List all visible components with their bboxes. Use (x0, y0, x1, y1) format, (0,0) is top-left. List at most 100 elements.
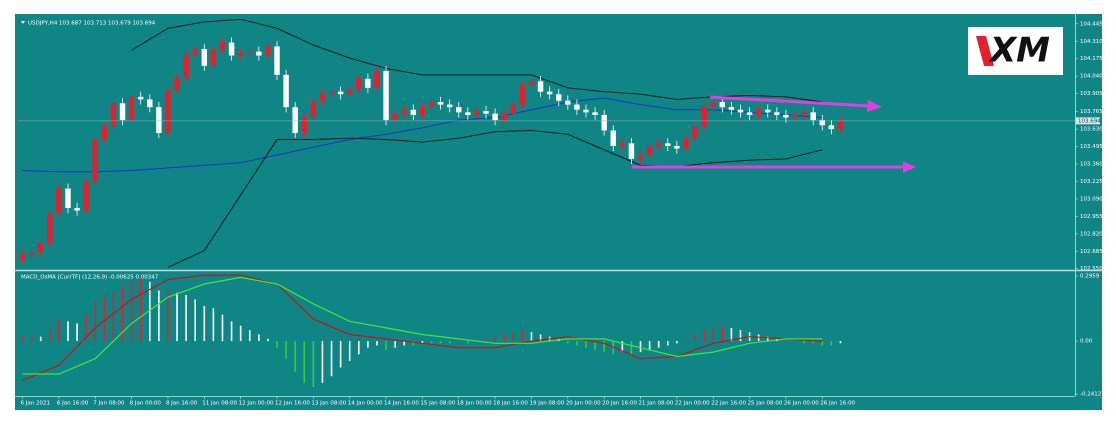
candle-body (828, 125, 835, 130)
y-tick-label: 103.765 (1080, 109, 1103, 115)
candle-body (310, 100, 317, 118)
candle-body (265, 46, 271, 56)
candle-body (219, 42, 226, 50)
x-tick-label: 25 Jan 08:00 (748, 401, 783, 407)
candle-body (247, 51, 253, 53)
y-tick-label: -0.24127 (1080, 392, 1105, 398)
candle-body (810, 112, 816, 121)
candle-body (692, 126, 698, 139)
candle-body (774, 112, 780, 115)
x-tick-label: 6 Jan 16:00 (57, 401, 89, 407)
candle-body (655, 143, 662, 146)
candle-body (165, 90, 171, 134)
candle-body (147, 99, 153, 108)
candle-body (619, 143, 626, 146)
candle-body (837, 121, 844, 130)
candle-body (137, 96, 144, 100)
candle-body (665, 143, 671, 146)
y-tick-label: 104.175 (1080, 56, 1103, 62)
candle-body (456, 107, 462, 113)
candle-body (419, 107, 426, 115)
x-tick-label: 22 Jan 16:00 (711, 401, 746, 407)
candle-body (19, 254, 26, 260)
indicator-line (167, 129, 823, 268)
candle-body (474, 111, 480, 115)
y-tick-label: 103.630 (1080, 127, 1103, 133)
candle-body (274, 46, 280, 75)
logo: XM (968, 27, 1063, 75)
candle-body (765, 109, 771, 113)
candle-body (283, 74, 289, 108)
x-tick-label: 7 Jan 08:00 (93, 401, 125, 407)
x-tick-label: 18 Jan 16:00 (493, 401, 528, 407)
candle-body (92, 139, 98, 183)
chart-background (15, 14, 1102, 410)
candle-body (101, 126, 108, 140)
candle-body (528, 81, 535, 86)
candle-body (237, 52, 244, 56)
x-tick-label: 14 Jan 16:00 (384, 401, 419, 407)
x-tick-label: 14 Jan 00:00 (348, 401, 383, 407)
candle-body (501, 113, 507, 121)
y-tick-label: 102.685 (1080, 249, 1103, 255)
candle-body (746, 112, 753, 115)
x-tick-label: 19 Jan 08:00 (529, 401, 564, 407)
indicator-title: MACD_OsMA [CurrTF] (12,26,9) -0.00625 0.… (21, 275, 159, 281)
candle-body (646, 145, 653, 157)
candle-body (492, 113, 498, 121)
candle-body (701, 107, 707, 127)
indicator-line (131, 18, 823, 103)
candle-body (610, 130, 616, 146)
candle-body (47, 213, 53, 245)
chart-title: USDJPY,H4 103.687 103.713 103.679 103.69… (28, 21, 156, 27)
logo-text: XM (988, 31, 1050, 71)
candle-body (801, 112, 807, 115)
annotations (632, 95, 916, 173)
candle-body (592, 112, 598, 115)
candle-body (519, 85, 526, 105)
candle-body (819, 120, 826, 126)
x-tick-label: 20 Jan 16:00 (602, 401, 637, 407)
candle-body (465, 112, 471, 115)
candle-body (65, 188, 71, 208)
candle-body (510, 104, 517, 114)
x-tick-label: 12 Jan 16:00 (275, 401, 310, 407)
candle-body (410, 109, 417, 115)
arrow-head (867, 100, 882, 112)
y-tick-label: 103.360 (1080, 162, 1103, 168)
y-tick-label: 103.905 (1080, 91, 1103, 97)
indicator-line (22, 276, 823, 375)
x-tick-label: 8 Jan 00:00 (130, 401, 162, 407)
candle-body (56, 188, 62, 214)
candle-body (755, 109, 762, 115)
candle-body (183, 55, 189, 78)
candle-body (728, 107, 735, 110)
x-tick-label: 15 Jan 08:00 (420, 401, 455, 407)
x-tick-label: 26 Jan 00:00 (784, 401, 819, 407)
candle-body (119, 103, 126, 121)
candle-body (565, 100, 571, 105)
x-tick-label: 13 Jan 08:00 (311, 401, 346, 407)
candle-body (374, 70, 380, 88)
candle-body (210, 49, 217, 66)
candle-body (446, 104, 453, 108)
x-tick-label: 6 Jan 2021 (21, 401, 50, 407)
candle-body (719, 102, 726, 108)
y-tick-label: 104.040 (1080, 74, 1103, 80)
indicator-line (22, 97, 823, 173)
last-price-tag (1076, 117, 1100, 125)
candle-body (156, 107, 162, 134)
candle-body (674, 145, 680, 149)
x-tick-label: 18 Jan 00:00 (457, 401, 492, 407)
candle-body (356, 78, 362, 90)
candle-body (28, 251, 35, 255)
y-tick-label: 103.495 (1080, 144, 1103, 150)
arrow-line (709, 95, 871, 108)
candle-body (192, 49, 198, 56)
y-tick-label: 0.2959 (1080, 274, 1100, 280)
candle-body (74, 207, 80, 211)
y-tick-label: 102.820 (1080, 231, 1103, 237)
arrow-head (903, 161, 916, 173)
candle-body (628, 143, 635, 159)
